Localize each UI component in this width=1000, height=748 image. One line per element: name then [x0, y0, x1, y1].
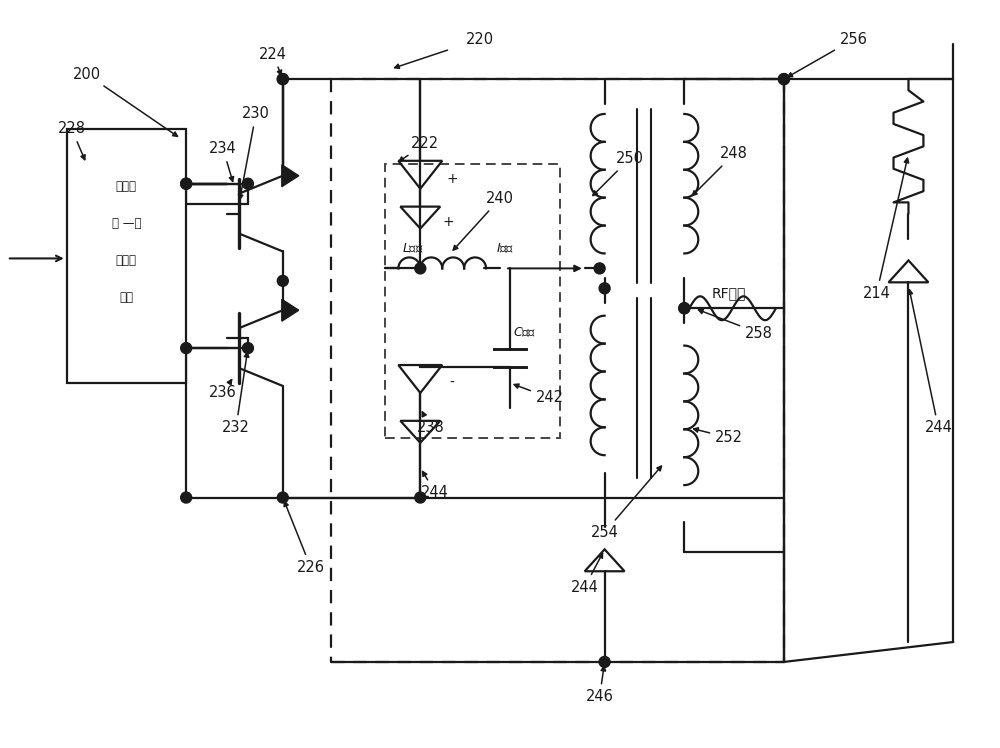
Circle shape	[594, 263, 605, 274]
Circle shape	[277, 73, 288, 85]
Text: RF负载: RF负载	[712, 286, 746, 300]
Text: 258: 258	[698, 310, 773, 340]
Circle shape	[277, 275, 288, 286]
Text: 输入平: 输入平	[116, 180, 137, 193]
Circle shape	[679, 303, 690, 313]
Circle shape	[599, 657, 610, 667]
Text: 238: 238	[416, 412, 444, 435]
Text: -: -	[450, 376, 455, 390]
Text: 换器: 换器	[119, 291, 133, 304]
Text: 232: 232	[222, 352, 250, 435]
Polygon shape	[282, 299, 299, 321]
Text: $I$偏置: $I$偏置	[496, 242, 514, 255]
Text: 230: 230	[238, 106, 270, 199]
Text: 248: 248	[692, 147, 748, 195]
Text: 252: 252	[694, 428, 743, 445]
Text: 242: 242	[514, 384, 564, 405]
Circle shape	[415, 263, 426, 274]
Circle shape	[181, 178, 192, 189]
Text: 234: 234	[209, 141, 237, 182]
Text: 200: 200	[72, 67, 177, 136]
Text: 224: 224	[259, 46, 287, 75]
Text: 244: 244	[571, 554, 603, 595]
Text: 246: 246	[586, 666, 614, 705]
Circle shape	[242, 343, 253, 354]
Text: 244: 244	[908, 289, 952, 435]
Text: 244: 244	[421, 471, 449, 500]
Text: 222: 222	[411, 136, 439, 151]
Circle shape	[181, 178, 192, 189]
Text: 250: 250	[593, 151, 644, 195]
Text: 220: 220	[466, 31, 494, 46]
Text: 240: 240	[453, 191, 514, 250]
Text: 256: 256	[788, 31, 868, 77]
Text: 226: 226	[284, 502, 325, 574]
Circle shape	[242, 178, 253, 189]
Circle shape	[277, 492, 288, 503]
Text: 236: 236	[209, 380, 237, 400]
Circle shape	[181, 492, 192, 503]
Text: +: +	[446, 172, 458, 186]
Circle shape	[181, 343, 192, 354]
Text: +: +	[442, 215, 454, 229]
Circle shape	[277, 73, 288, 85]
Text: 衡 —非: 衡 —非	[112, 217, 141, 230]
Text: 214: 214	[863, 158, 909, 301]
Bar	[385, 164, 560, 438]
Circle shape	[415, 492, 426, 503]
Circle shape	[778, 73, 789, 85]
Text: $C$偏置: $C$偏置	[513, 326, 537, 340]
Circle shape	[778, 73, 789, 85]
Circle shape	[679, 303, 690, 313]
Polygon shape	[282, 165, 299, 187]
Bar	[331, 79, 784, 662]
Text: 254: 254	[591, 466, 661, 540]
Bar	[67, 129, 186, 383]
Circle shape	[599, 283, 610, 294]
Text: $L$偏置: $L$偏置	[402, 242, 424, 255]
Text: 228: 228	[58, 121, 86, 159]
Text: 平衡转: 平衡转	[116, 254, 137, 267]
